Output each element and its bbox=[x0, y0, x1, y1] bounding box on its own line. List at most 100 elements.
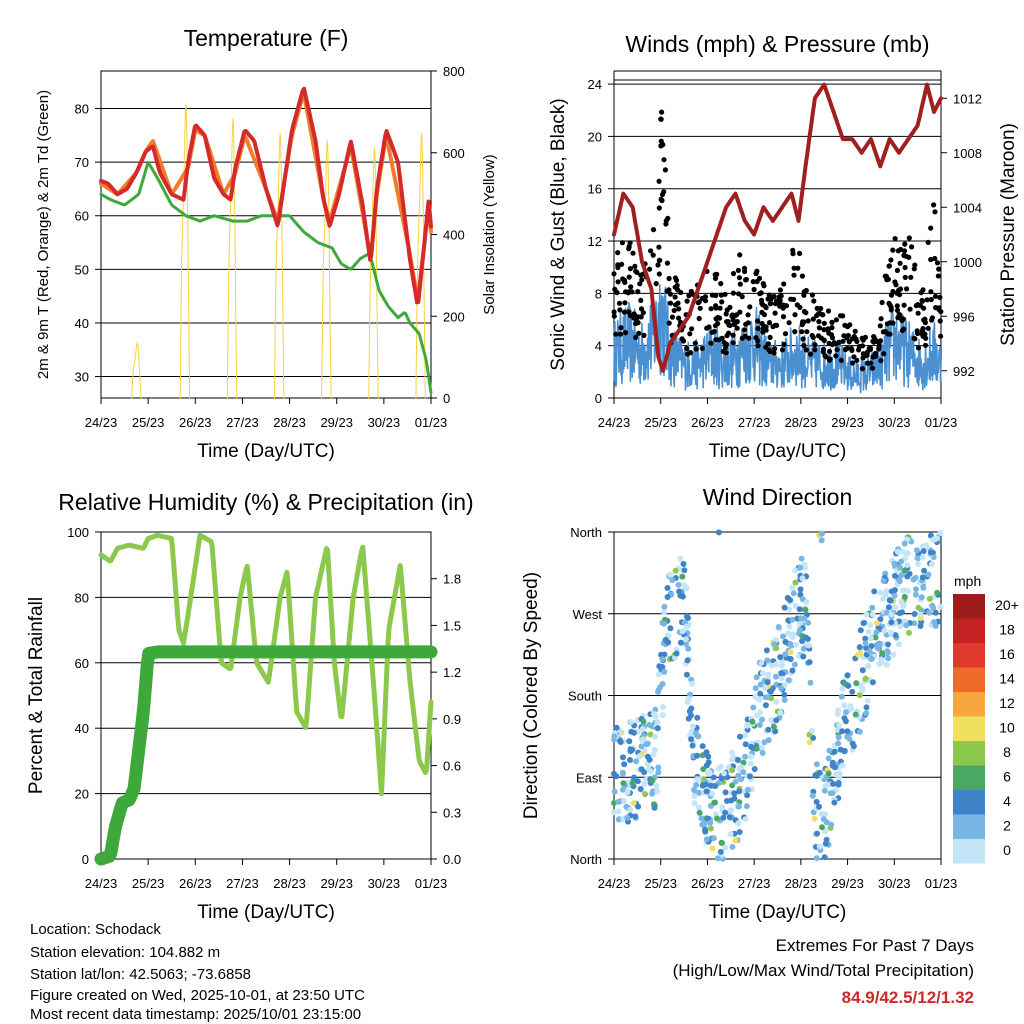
gust-point bbox=[805, 318, 811, 324]
direction-point bbox=[729, 767, 736, 774]
direction-point bbox=[627, 806, 634, 813]
gust-point bbox=[907, 306, 913, 312]
direction-point bbox=[660, 704, 666, 710]
gust-point bbox=[919, 331, 925, 337]
gust-point bbox=[678, 289, 684, 296]
direction-point bbox=[925, 571, 932, 578]
direction-point bbox=[911, 611, 918, 617]
y-axis-label: Percent & Total Rainfall bbox=[26, 597, 47, 794]
gust-point bbox=[672, 302, 679, 308]
direction-point bbox=[863, 710, 870, 717]
y-tick-label: 20 bbox=[588, 129, 602, 144]
direction-point bbox=[711, 799, 718, 806]
gust-point bbox=[901, 302, 907, 308]
gust-point bbox=[888, 257, 894, 263]
gust-point bbox=[648, 248, 654, 254]
direction-point bbox=[693, 782, 700, 788]
gust-point bbox=[936, 266, 942, 272]
y-tick-label-right: 400 bbox=[443, 228, 465, 243]
direction-point bbox=[778, 670, 785, 677]
x-tick-label: 24/23 bbox=[85, 415, 118, 430]
y-tick-label: 40 bbox=[75, 316, 89, 331]
direction-point bbox=[655, 764, 662, 771]
gust-point bbox=[737, 252, 743, 258]
direction-point bbox=[787, 597, 794, 603]
direction-point bbox=[917, 623, 924, 629]
direction-point bbox=[633, 758, 640, 765]
gust-point bbox=[709, 329, 715, 335]
colorbar-label: 20+ bbox=[995, 597, 1019, 613]
direction-point bbox=[898, 558, 905, 565]
solar-insolation-pulse bbox=[131, 342, 142, 399]
y-tick-label: 40 bbox=[75, 721, 89, 736]
direction-point bbox=[791, 661, 798, 668]
colorbar-swatch bbox=[953, 643, 985, 668]
direction-point bbox=[770, 723, 777, 730]
direction-point bbox=[789, 584, 796, 591]
gust-point bbox=[622, 300, 628, 306]
direction-point bbox=[912, 574, 919, 581]
direction-point bbox=[932, 609, 939, 616]
gust-point bbox=[672, 294, 678, 300]
direction-point bbox=[867, 635, 874, 642]
gust-point bbox=[669, 314, 676, 320]
gust-point bbox=[760, 281, 766, 287]
gust-point bbox=[791, 272, 797, 278]
direction-point bbox=[624, 814, 631, 821]
gust-point bbox=[938, 333, 944, 339]
extremes-subtitle: (High/Low/Max Wind/Total Precipitation) bbox=[672, 961, 974, 980]
direction-point bbox=[806, 659, 813, 666]
gust-point bbox=[696, 315, 702, 322]
gust-point bbox=[630, 250, 636, 256]
x-tick-label: 30/23 bbox=[878, 415, 911, 430]
direction-point bbox=[822, 840, 829, 847]
direction-point bbox=[626, 738, 633, 745]
colorbar-swatch bbox=[953, 790, 985, 815]
direction-point bbox=[833, 771, 840, 778]
gust-point bbox=[640, 310, 646, 316]
gust-point bbox=[771, 350, 777, 356]
direction-point bbox=[712, 783, 718, 789]
dewpoint-2m-line bbox=[99, 161, 433, 395]
gust-point bbox=[656, 257, 662, 264]
gust-point bbox=[928, 225, 934, 231]
direction-point bbox=[868, 656, 875, 662]
direction-point bbox=[926, 609, 933, 616]
direction-point bbox=[627, 748, 634, 754]
direction-point bbox=[781, 604, 788, 611]
direction-point bbox=[659, 712, 666, 719]
direction-point bbox=[837, 746, 844, 753]
direction-point bbox=[620, 798, 627, 805]
gust-point bbox=[653, 281, 659, 287]
gust-point bbox=[894, 267, 901, 273]
direction-point bbox=[892, 572, 898, 579]
gust-point bbox=[919, 297, 925, 304]
gust-point bbox=[697, 305, 703, 311]
gust-point bbox=[899, 327, 906, 334]
y-tick-label: 80 bbox=[75, 590, 89, 605]
direction-point bbox=[723, 798, 730, 804]
direction-point bbox=[706, 769, 713, 776]
gust-point bbox=[829, 341, 836, 348]
gust-point bbox=[736, 275, 743, 281]
total-precipitation-line bbox=[94, 645, 438, 866]
y-tick-label-right: 600 bbox=[443, 146, 465, 161]
gust-point bbox=[619, 240, 626, 246]
direction-point bbox=[789, 631, 796, 638]
direction-point bbox=[869, 611, 876, 618]
direction-point bbox=[667, 625, 674, 632]
direction-point bbox=[825, 755, 832, 762]
gust-point bbox=[801, 343, 807, 349]
direction-point bbox=[722, 809, 729, 816]
direction-point bbox=[859, 667, 866, 674]
gust-point bbox=[909, 244, 915, 250]
direction-point bbox=[835, 707, 842, 714]
gust-point bbox=[929, 315, 936, 321]
direction-point bbox=[898, 572, 905, 579]
direction-point bbox=[710, 835, 717, 842]
direction-point bbox=[831, 748, 838, 755]
direction-point bbox=[698, 815, 705, 822]
gust-point bbox=[647, 266, 653, 272]
direction-point bbox=[844, 728, 851, 735]
direction-point bbox=[831, 764, 838, 771]
